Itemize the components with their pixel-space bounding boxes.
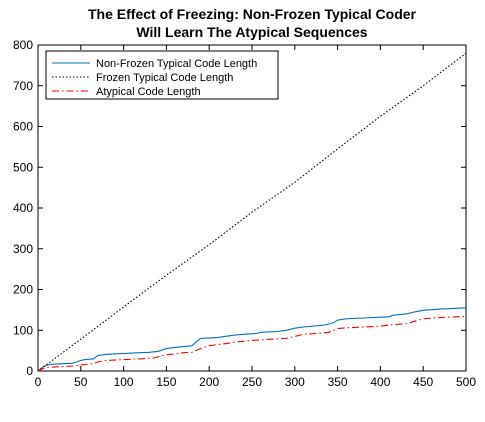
y-tick-label: 600 xyxy=(13,120,33,134)
y-tick-label: 700 xyxy=(13,79,33,93)
x-tick-label: 200 xyxy=(199,375,219,389)
series-line-2 xyxy=(37,52,467,372)
x-tick-label: 250 xyxy=(242,375,262,389)
x-tick-label: 450 xyxy=(413,375,433,389)
axis-ticks: 0 50 100 150 200 250 300 350 400 450 500 0 100 200 300… xyxy=(13,38,476,389)
chart-title: The Effect of Freezing: Non-Frozen Typic… xyxy=(88,6,417,40)
x-tick-label: 0 xyxy=(35,375,42,389)
y-tick-label: 100 xyxy=(13,323,33,337)
y-tick-label: 200 xyxy=(13,283,33,297)
series-lines xyxy=(37,52,467,372)
chart-title-line-1: The Effect of Freezing: Non-Frozen Typic… xyxy=(88,6,417,22)
y-tick-label: 300 xyxy=(13,242,33,256)
x-tick-label: 500 xyxy=(456,375,476,389)
series-line-1 xyxy=(37,307,467,372)
x-tick-label: 350 xyxy=(328,375,348,389)
y-tick-label: 400 xyxy=(13,201,33,215)
legend-label-3: Atypical Code Length xyxy=(96,86,201,98)
x-tick-label: 100 xyxy=(114,375,134,389)
y-tick-label: 800 xyxy=(13,38,33,52)
chart-title-line-2: Will Learn The Atypical Sequences xyxy=(136,24,367,40)
y-tick-label: 500 xyxy=(13,160,33,174)
x-tick-label: 400 xyxy=(370,375,390,389)
legend-label-2: Frozen Typical Code Length xyxy=(96,72,233,84)
x-tick-label: 150 xyxy=(156,375,176,389)
y-tick-label: 0 xyxy=(26,364,33,378)
legend-label-1: Non-Frozen Typical Code Length xyxy=(96,58,257,70)
x-tick-label: 50 xyxy=(74,375,88,389)
x-tick-label: 300 xyxy=(285,375,305,389)
legend: Non-Frozen Typical Code Length Frozen Typ… xyxy=(45,50,279,100)
